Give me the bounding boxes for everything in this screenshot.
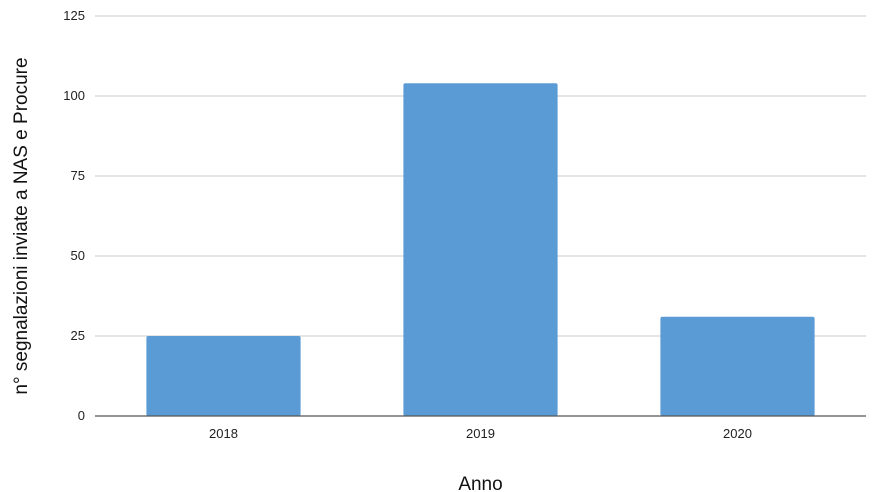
y-tick-label: 100 xyxy=(63,88,85,103)
x-tick-label: 2020 xyxy=(723,426,752,441)
y-axis-title: n° segnalazioni inviate a NAS e Procure xyxy=(11,57,32,394)
x-axis-title: Anno xyxy=(458,474,502,492)
bars xyxy=(146,83,815,416)
bar-2019 xyxy=(403,83,558,416)
bar-2018 xyxy=(146,336,301,416)
bar-2020 xyxy=(660,316,815,416)
x-tick-labels: 2018 2019 2020 xyxy=(209,426,752,441)
y-tick-labels: 0 25 50 75 100 125 xyxy=(63,8,85,423)
y-tick-label: 50 xyxy=(71,248,85,263)
x-tick-label: 2019 xyxy=(466,426,495,441)
y-tick-label: 75 xyxy=(71,168,85,183)
y-tick-label: 25 xyxy=(71,328,85,343)
y-tick-label: 0 xyxy=(78,408,85,423)
x-tick-label: 2018 xyxy=(209,426,238,441)
y-tick-label: 125 xyxy=(63,8,85,23)
